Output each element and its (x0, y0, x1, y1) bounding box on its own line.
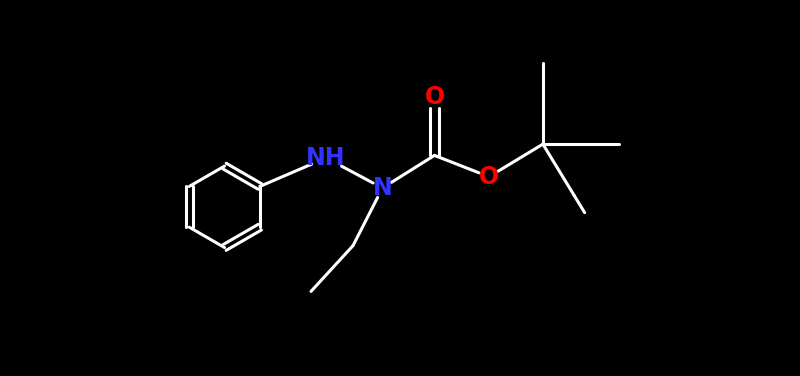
Text: O: O (425, 85, 445, 109)
Text: N: N (373, 176, 392, 200)
Text: NH: NH (306, 146, 346, 170)
Text: O: O (479, 165, 499, 189)
